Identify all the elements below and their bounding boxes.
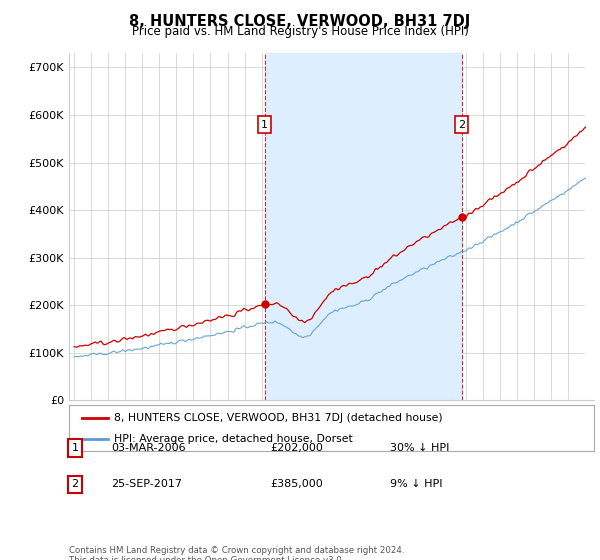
Text: 8, HUNTERS CLOSE, VERWOOD, BH31 7DJ (detached house): 8, HUNTERS CLOSE, VERWOOD, BH31 7DJ (det… bbox=[113, 413, 442, 423]
Text: 2: 2 bbox=[71, 479, 79, 489]
Bar bbox=[586, 53, 600, 400]
Text: 25-SEP-2017: 25-SEP-2017 bbox=[111, 479, 182, 489]
Text: Price paid vs. HM Land Registry's House Price Index (HPI): Price paid vs. HM Land Registry's House … bbox=[131, 25, 469, 38]
Text: 30% ↓ HPI: 30% ↓ HPI bbox=[390, 443, 449, 453]
Text: 1: 1 bbox=[71, 443, 79, 453]
Text: 8, HUNTERS CLOSE, VERWOOD, BH31 7DJ: 8, HUNTERS CLOSE, VERWOOD, BH31 7DJ bbox=[130, 14, 470, 29]
Text: 1: 1 bbox=[261, 119, 268, 129]
Bar bbox=[265, 53, 461, 400]
Text: 2: 2 bbox=[458, 119, 465, 129]
Text: £385,000: £385,000 bbox=[270, 479, 323, 489]
Text: 03-MAR-2006: 03-MAR-2006 bbox=[111, 443, 185, 453]
Text: £202,000: £202,000 bbox=[270, 443, 323, 453]
Text: HPI: Average price, detached house, Dorset: HPI: Average price, detached house, Dors… bbox=[113, 435, 352, 444]
Text: 9% ↓ HPI: 9% ↓ HPI bbox=[390, 479, 443, 489]
Text: Contains HM Land Registry data © Crown copyright and database right 2024.
This d: Contains HM Land Registry data © Crown c… bbox=[69, 546, 404, 560]
Bar bbox=[586, 53, 600, 400]
